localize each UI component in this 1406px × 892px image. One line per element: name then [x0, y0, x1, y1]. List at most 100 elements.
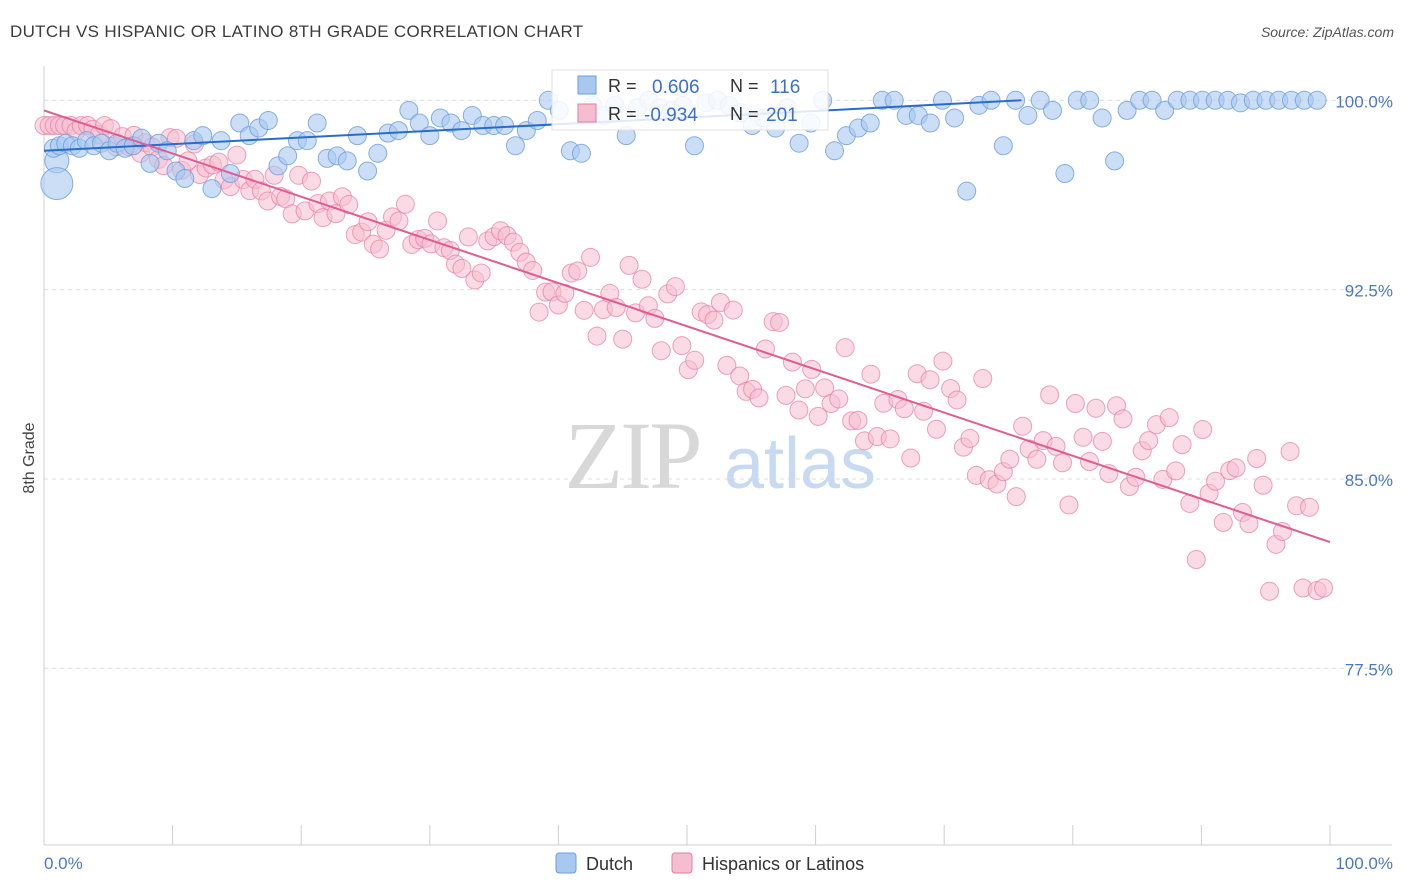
legend: Dutch Hispanics or Latinos	[555, 852, 864, 874]
hispanic-point	[613, 329, 633, 349]
y-tick-label: 85.0%	[1345, 471, 1393, 490]
hispanic-point	[808, 406, 828, 426]
dutch-point	[1055, 164, 1075, 184]
hispanic-point	[1260, 581, 1280, 601]
hispanic-point	[651, 341, 671, 361]
hispanic-point	[880, 429, 900, 449]
hispanic-point	[717, 355, 737, 375]
dutch-point	[258, 110, 278, 130]
hispanic-point	[1206, 471, 1226, 491]
hispanic-point	[452, 258, 472, 278]
hispanic-point	[1113, 409, 1133, 429]
dutch-point	[789, 133, 809, 153]
dutch-point	[957, 181, 977, 201]
dutch-point	[981, 90, 1001, 110]
hispanic-point	[723, 300, 743, 320]
dutch-point	[571, 143, 591, 163]
hispanic-point	[1040, 385, 1060, 405]
hispanic-point	[672, 336, 692, 356]
dutch-point	[945, 108, 965, 128]
dutch-point	[1018, 105, 1038, 125]
hispanic-point	[861, 364, 881, 384]
hispanic-point	[1299, 497, 1319, 517]
dutch-point	[1105, 151, 1125, 171]
dutch-point	[527, 110, 547, 130]
hispanic-point	[947, 390, 967, 410]
trend-lines	[43, 99, 1331, 544]
hispanic-point	[428, 211, 448, 231]
hispanic-point	[802, 359, 822, 379]
hispanic-trend-line	[43, 109, 1331, 544]
y-tick-label: 100.0%	[1335, 92, 1393, 111]
stats-hispanic-swatch	[577, 103, 597, 123]
hispanic-point	[1166, 461, 1186, 481]
hispanic-point	[632, 269, 652, 289]
watermark-atlas: atlas	[724, 424, 876, 504]
hispanic-point	[1073, 427, 1093, 447]
stats-dutch-swatch	[577, 75, 597, 95]
chart-title: DUTCH VS HISPANIC OR LATINO 8TH GRADE CO…	[10, 22, 584, 41]
y-tick-label: 92.5%	[1345, 282, 1393, 301]
dutch-point	[860, 113, 880, 133]
legend-dutch-swatch	[555, 852, 577, 874]
hispanic-point	[1086, 398, 1106, 418]
dutch-point	[420, 126, 440, 146]
hispanic-point	[749, 388, 769, 408]
hispanic-point	[1006, 487, 1026, 507]
hispanic-point	[1172, 435, 1192, 455]
dutch-point	[140, 153, 160, 173]
stats-dutch-r-label: R =	[608, 76, 637, 96]
hispanic-point	[1139, 431, 1159, 451]
dutch-point	[932, 90, 952, 110]
dutch-point	[1092, 108, 1112, 128]
hispanic-point	[789, 400, 809, 420]
dutch-point	[388, 121, 408, 141]
hispanic-point	[1186, 549, 1206, 569]
dutch-point	[278, 146, 298, 166]
dutch-point	[399, 100, 419, 120]
hispanic-point	[619, 255, 639, 275]
hispanic-point	[829, 389, 849, 409]
dutch-point	[452, 121, 472, 141]
hispanic-point	[1253, 475, 1273, 495]
hispanic-point	[581, 247, 601, 267]
dutch-point	[368, 143, 388, 163]
hispanic-point	[685, 350, 705, 370]
tick-labels: 77.5% 85.0% 92.5% 100.0% 0.0% 100.0%	[44, 92, 1393, 873]
hispanic-point	[1159, 408, 1179, 428]
watermark-zip: ZIP	[565, 402, 700, 509]
dutch-point	[1307, 90, 1327, 110]
hispanic-point	[471, 263, 491, 283]
dutch-point	[202, 179, 222, 199]
dutch-point	[495, 116, 515, 136]
stats-hispanic-r-value: -0.934	[644, 105, 698, 126]
hispanic-point	[1213, 512, 1233, 532]
dutch-point	[1117, 100, 1137, 120]
dutch-point	[1142, 90, 1162, 110]
hispanic-point	[848, 410, 868, 430]
hispanic-point	[795, 379, 815, 399]
hispanic-point	[1280, 441, 1300, 461]
dutch-point	[193, 126, 213, 146]
dutch-point	[337, 151, 357, 171]
hispanic-point	[1226, 458, 1246, 478]
hispanic-point	[1059, 495, 1079, 515]
dutch-point	[920, 113, 940, 133]
hispanic-point	[529, 302, 549, 322]
hispanic-point	[1000, 449, 1020, 469]
hispanic-point	[933, 351, 953, 371]
hispanic-point	[370, 239, 390, 259]
x-tick-label-max: 100.0%	[1335, 854, 1393, 873]
hispanic-point	[665, 277, 685, 297]
hispanic-point	[776, 385, 796, 405]
dutch-point	[1030, 90, 1050, 110]
dutch-point	[358, 161, 378, 181]
hispanic-point	[574, 300, 594, 320]
hispanic-point	[835, 338, 855, 358]
dutch-point	[825, 141, 845, 161]
hispanic-point	[1027, 449, 1047, 469]
hispanic-point	[973, 368, 993, 388]
hispanic-point	[920, 370, 940, 390]
hispanic-point	[704, 310, 724, 330]
